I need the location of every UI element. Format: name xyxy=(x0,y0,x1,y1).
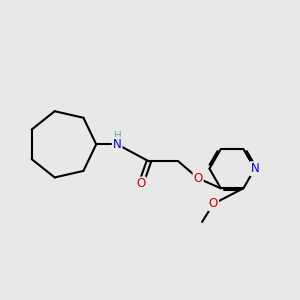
Text: O: O xyxy=(194,172,203,185)
Text: N: N xyxy=(250,162,259,175)
Text: H: H xyxy=(114,130,122,141)
Text: O: O xyxy=(209,197,218,210)
Text: N: N xyxy=(113,138,122,151)
Text: O: O xyxy=(136,178,146,190)
